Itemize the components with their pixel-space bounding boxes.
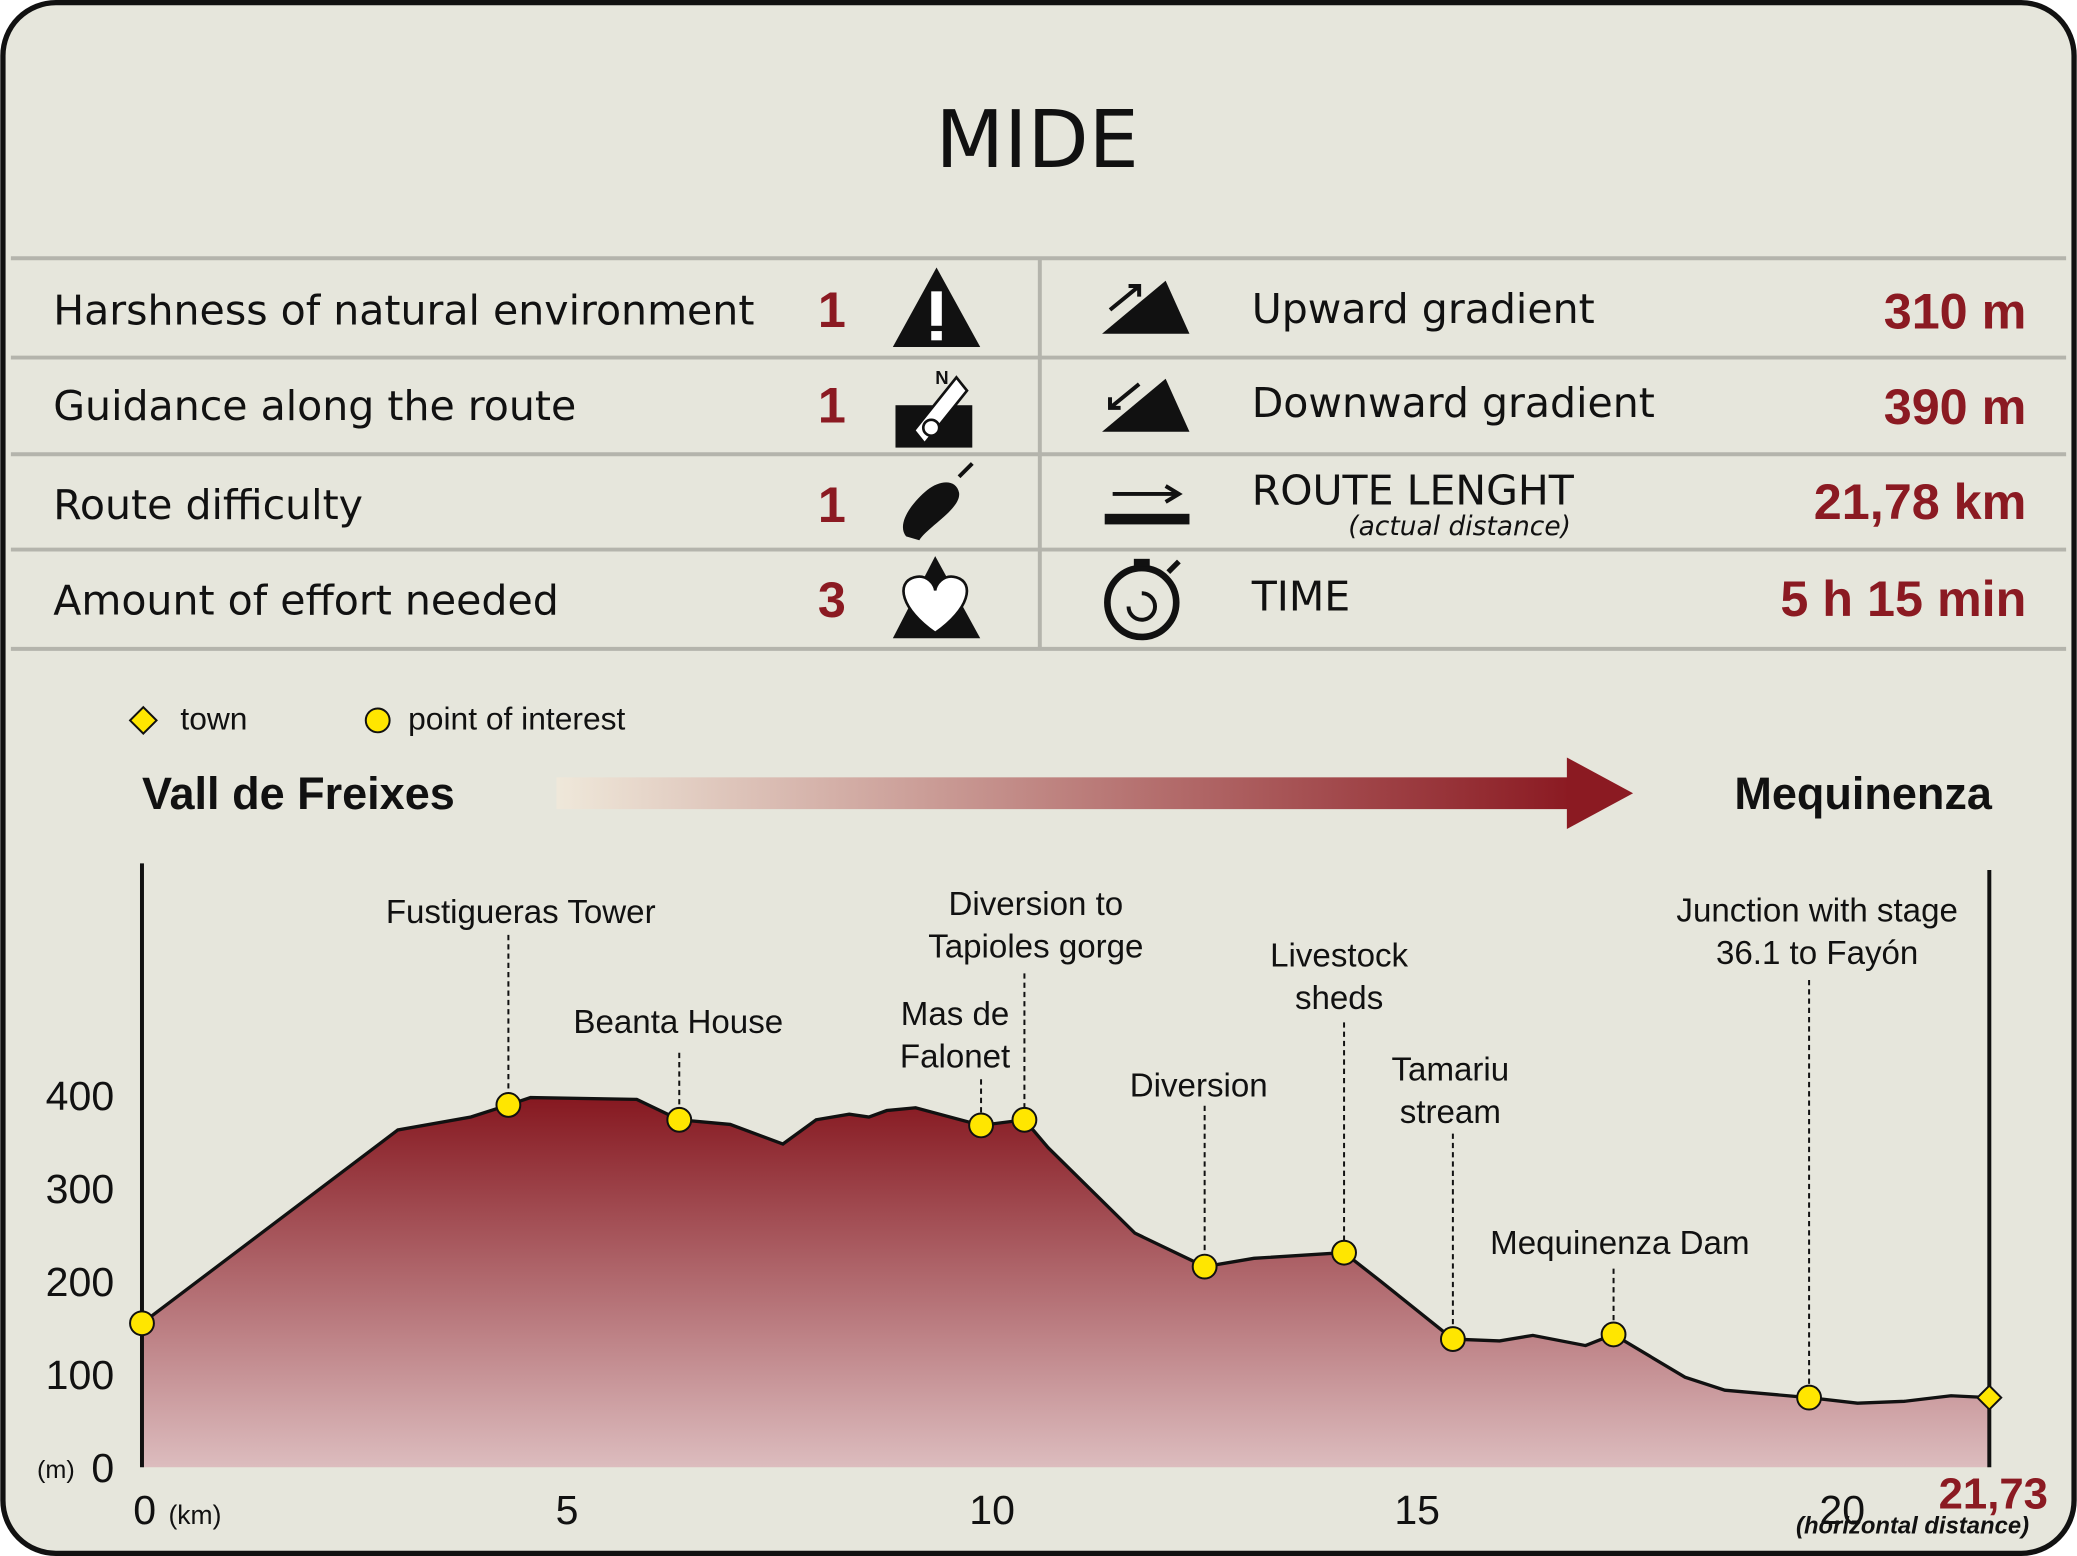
x-note: (horizontal distance) [1796,1512,2029,1539]
point-label: Mas de [901,996,1010,1033]
poi-marker [1796,1384,1822,1411]
point-label: Livestock [1270,938,1408,975]
town-marker [1975,1384,2003,1411]
row-value: 1 [818,476,846,533]
point-label: Mequinenza Dam [1490,1225,1749,1262]
row-value: 5 h 15 min [1780,570,2026,627]
icon-downward [1102,378,1190,432]
legend-circle [364,707,391,734]
end-label: Mequinenza [1734,768,1993,819]
mide-table: Harshness of natural environment Guidanc… [10,256,2067,651]
row-label: Downward gradient [1252,379,1655,427]
poi-marker [1331,1239,1357,1266]
poi-marker [1191,1253,1218,1280]
x-tick-label: 20 [1819,1487,1865,1533]
icon-length [1104,484,1190,525]
poi-marker [129,1310,155,1337]
row-label: Route difficulty [53,481,363,529]
x-tick-label: 5 [556,1487,579,1533]
row-value: 1 [818,376,846,433]
point-label: Fustigueras Tower [386,894,656,931]
poi-marker [968,1112,994,1139]
title: MIDE [936,93,1139,186]
icon-guidance: N [895,367,973,448]
start-label: Vall de Freixes [142,768,455,819]
point-label: Diversion [1130,1067,1268,1104]
poi-marker [1439,1326,1466,1352]
point-label: sheds [1295,980,1383,1017]
poi-marker [1011,1106,1038,1133]
point-label: Tamariu [1391,1052,1509,1089]
profile-area [141,1097,1990,1468]
profile-chart: 0 100 200 300 400 (m) 0 5 10 15 20 21,73 (km) (horizo… [37,863,2048,1539]
poi-marker [666,1106,693,1133]
x-tick-label: 0 [133,1487,156,1533]
profile-line [140,1095,1990,1405]
row-label: Upward gradient [1252,285,1595,333]
point-label: 36.1 to Fayón [1716,935,1918,972]
x-tick-label: 15 [1394,1487,1440,1533]
point-label: Tapioles gorge [928,928,1143,965]
legend-label: point of interest [408,701,625,737]
y-tick-label: 200 [46,1259,115,1305]
x-end-label: 21,73 [1939,1469,2048,1518]
x-tick-label: 10 [969,1487,1015,1533]
row-label: Harshness of natural environment [53,286,754,334]
icon-effort [892,556,981,639]
y-tick-label: 0 [91,1445,114,1491]
point-label: Diversion to [948,886,1123,923]
row-value: 1 [818,281,846,338]
direction-arrow [556,757,1634,829]
icon-warning [892,267,981,347]
point-label: stream [1400,1094,1501,1131]
poi-marker [1600,1321,1627,1348]
row-label: Amount of effort needed [53,576,559,624]
point-label: Junction with stage [1676,893,1957,930]
row-label: TIME [1251,572,1351,620]
y-tick-label: 300 [46,1166,115,1212]
y-unit: (m) [37,1456,75,1484]
x-unit: (km) [168,1500,221,1530]
icon-time [1104,558,1181,641]
row-value: 310 m [1884,282,2027,339]
y-tick-label: 100 [46,1352,115,1398]
legend-label: town [180,701,247,737]
row-value: 21,78 km [1814,473,2027,530]
point-label: Falonet [900,1038,1010,1075]
icon-upward [1102,280,1190,334]
row-note: (actual distance) [1348,511,1571,542]
row-value: 3 [818,571,846,628]
y-tick-label: 400 [46,1073,115,1119]
point-label: Beanta House [573,1004,783,1041]
svg-text:N: N [935,367,948,388]
row-label: Guidance along the route [53,382,576,430]
row-label: ROUTE LENGHT [1252,467,1575,515]
row-value: 390 m [1884,378,2027,435]
legend-diamond [128,705,158,736]
legend: town point of interest [128,701,626,737]
icon-difficulty [902,462,974,541]
poi-marker [495,1092,522,1118]
